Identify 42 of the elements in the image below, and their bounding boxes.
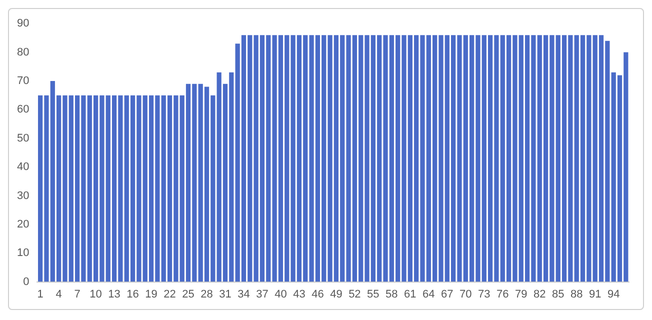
y-tick-label: 30	[16, 190, 30, 202]
x-tick-label: 7	[74, 288, 80, 300]
x-tick-label: 19	[145, 288, 158, 300]
x-tick-label: 61	[404, 288, 416, 300]
y-tick-label: 20	[16, 218, 30, 230]
x-tick-label: 58	[386, 288, 398, 300]
x-tick-label: 16	[126, 288, 139, 300]
x-tick-label: 22	[164, 288, 176, 300]
y-tick-label: 40	[16, 161, 30, 174]
x-tick-label: 85	[552, 288, 564, 300]
x-tick-label: 70	[460, 288, 472, 300]
y-tick-label: 90	[16, 18, 30, 30]
x-tick-label: 67	[441, 288, 454, 300]
y-tick-label: 50	[16, 132, 30, 144]
x-tick-label: 40	[274, 288, 287, 300]
y-tick-label: 80	[16, 46, 30, 58]
x-tick-label: 25	[182, 288, 194, 300]
x-tick-label: 76	[496, 288, 509, 300]
x-tick-label: 94	[607, 288, 620, 300]
x-tick-label: 43	[293, 288, 306, 300]
x-tick-label: 82	[533, 288, 546, 300]
y-tick-label: 10	[16, 247, 30, 260]
x-tick-label: 91	[588, 288, 602, 300]
x-tick-label: 31	[219, 288, 232, 300]
x-tick-label: 88	[570, 288, 583, 300]
x-tick-label: 64	[422, 288, 435, 300]
y-tick-label: 70	[16, 75, 30, 88]
x-tick-label: 49	[330, 288, 342, 300]
x-tick-label: 37	[256, 288, 268, 300]
y-tick-label: 60	[16, 104, 30, 116]
x-tick-label: 4	[56, 288, 62, 300]
x-tick-label: 13	[108, 288, 120, 300]
x-tick-label: 52	[348, 288, 361, 300]
x-tick-label: 55	[367, 288, 380, 300]
y-tick-label: 0	[23, 276, 30, 288]
x-tick-label: 46	[312, 288, 324, 300]
x-tick-label: 79	[515, 288, 528, 300]
x-tick-label: 34	[238, 288, 250, 300]
x-tick-label: 28	[200, 288, 213, 300]
x-tick-label: 10	[90, 288, 102, 300]
x-tick-label: 73	[478, 288, 490, 300]
x-tick-label: 1	[37, 288, 44, 300]
